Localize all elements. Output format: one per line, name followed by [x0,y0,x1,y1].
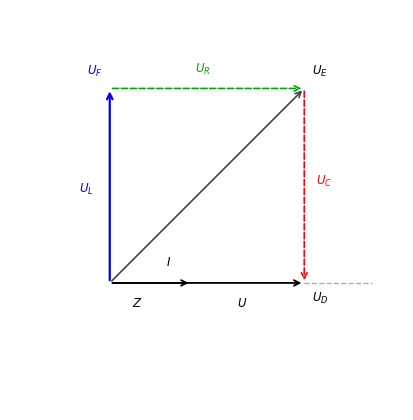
Text: $U_R$: $U_R$ [195,62,210,77]
Text: $U_D$: $U_D$ [311,291,328,306]
Text: $U_F$: $U_F$ [86,63,102,79]
Text: $I$: $I$ [165,256,170,269]
Text: $U$: $U$ [236,297,247,310]
Text: $U_L$: $U_L$ [79,182,94,197]
Text: $U_E$: $U_E$ [311,63,327,79]
Text: $Z$: $Z$ [131,297,142,310]
Text: $U_C$: $U_C$ [315,174,332,189]
